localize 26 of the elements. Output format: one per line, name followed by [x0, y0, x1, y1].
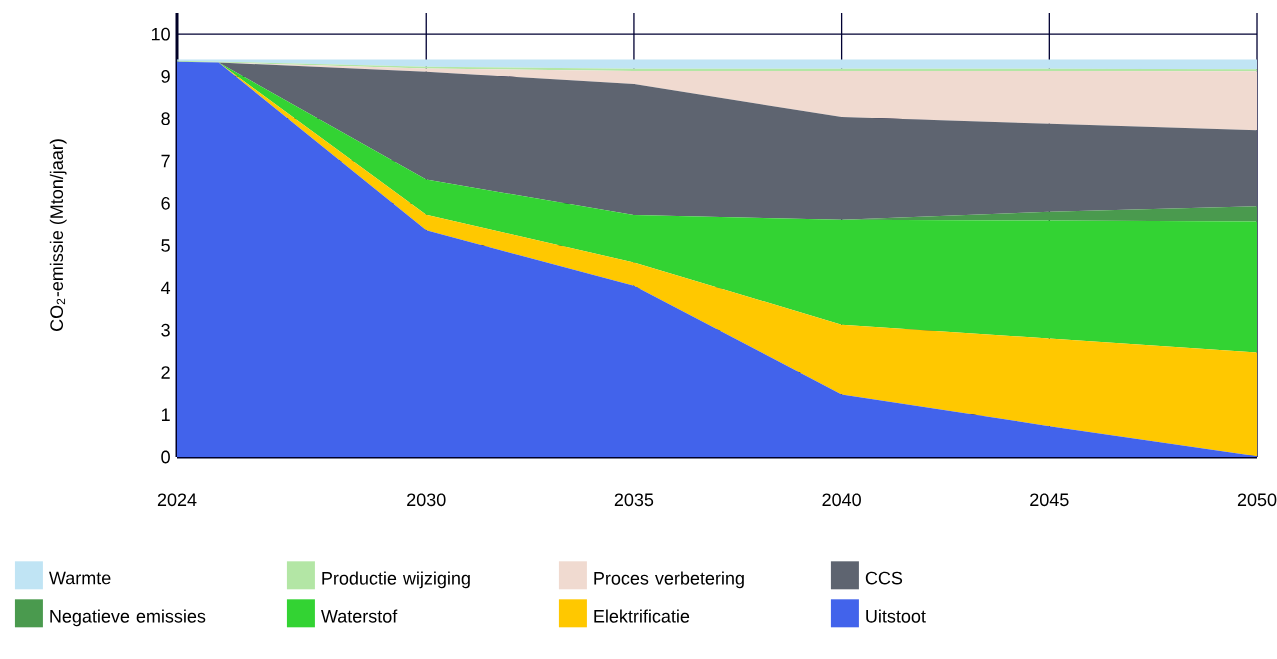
y-axis-title: CO$_{2}$-emissie (Mton/jaar): [49, 139, 67, 331]
y-tick-label: 5: [161, 239, 170, 252]
y-tick-label: 1: [161, 408, 170, 421]
y-tick-label: 4: [161, 281, 171, 295]
x-tick-label: 2030: [407, 493, 446, 507]
x-tick-label: 2035: [614, 493, 654, 507]
legend-label: CCS: [865, 571, 903, 585]
legend-label: Productie wijziging: [322, 571, 470, 589]
legend-label: Uitstoot: [866, 609, 926, 623]
legend-label: Negatieve emissies: [50, 609, 206, 627]
legend-label: Elektrificatie: [594, 609, 690, 623]
legend-label: Warmte: [49, 571, 111, 585]
legend-label: Proces verbetering: [594, 571, 744, 589]
y-tick-label: 8: [161, 112, 170, 126]
legend-label: Waterstof: [321, 609, 398, 623]
x-tick-label: 2045: [1030, 493, 1069, 507]
y-tick-label: 3: [161, 323, 170, 337]
y-tick-label: 0: [161, 450, 170, 464]
x-tick-label: 2050: [1237, 493, 1277, 507]
y-tick-label: 9: [161, 70, 170, 83]
y-tick-label: 6: [161, 196, 170, 210]
x-tick-label: 2024: [157, 493, 197, 507]
y-tick-label: 10: [151, 27, 170, 41]
y-tick-label: 2: [161, 366, 170, 379]
y-tick-label: 7: [161, 154, 170, 168]
x-tick-label: 2040: [822, 493, 861, 507]
